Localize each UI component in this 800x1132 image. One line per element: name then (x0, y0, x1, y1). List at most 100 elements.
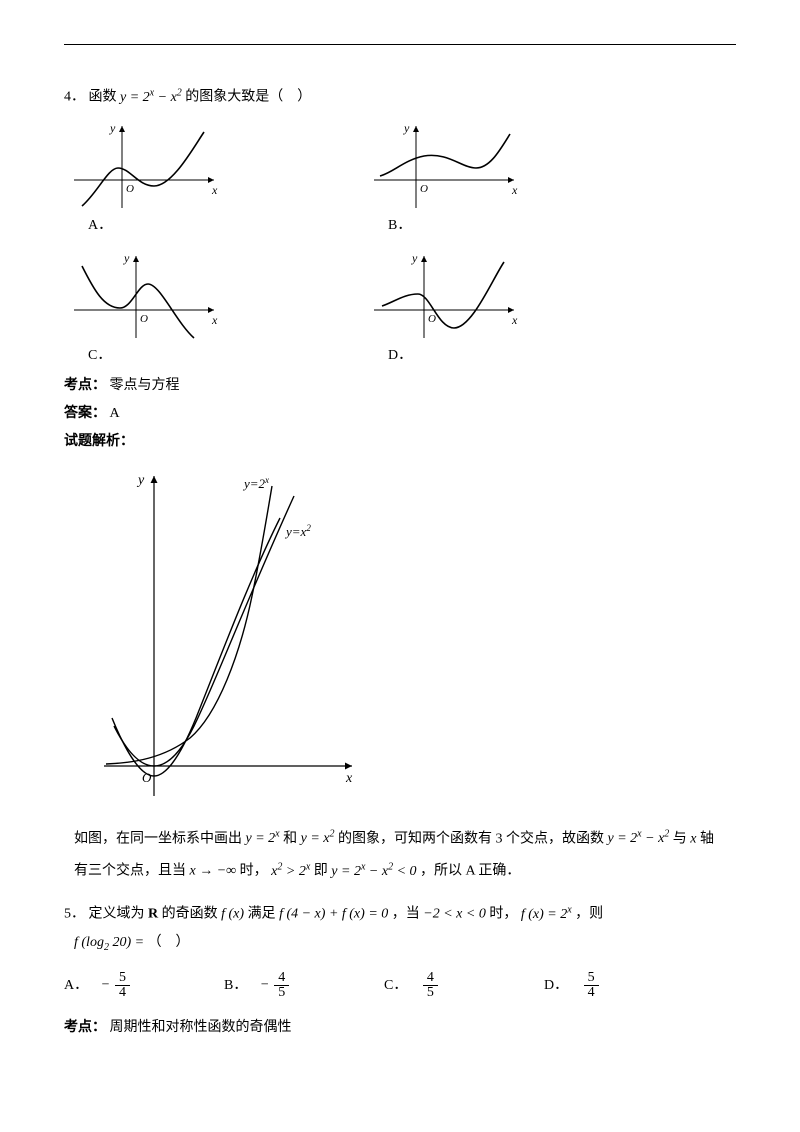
txt: 轴 (700, 831, 714, 846)
f: y = 2x (246, 831, 280, 846)
txt: 有三个交点，且当 (74, 864, 186, 879)
numerator: 4 (274, 971, 289, 985)
q4-analysis-1: 如图，在同一坐标系中画出 y = 2x 和 y = x2 的图象，可知两个函数有… (74, 821, 736, 854)
q5-stem: 5． 定义域为 R 的奇函数 f (x) 满足 f (4 − x) + f (x… (64, 896, 736, 929)
txt: （ ） (148, 935, 190, 950)
denominator: 5 (274, 985, 289, 1000)
q4-topic-label: 考点： (64, 378, 106, 393)
label-parab: y=x2 (284, 523, 311, 539)
svg-text:x: x (211, 313, 218, 327)
big-graph: x y O y=2x y=x2 (94, 466, 736, 811)
numerator: 4 (423, 971, 438, 985)
q4-formula: y = 2x − x2 (120, 90, 182, 105)
top-rule (64, 44, 736, 45)
svg-text:O: O (140, 313, 148, 325)
page: 4． 函数 y = 2x − x2 的图象大致是（ ） x y O A． (0, 0, 800, 1132)
q5-opt-D: D． 5 4 (544, 971, 704, 1000)
txt: ，所以 A 正确． (420, 864, 520, 879)
q4-analysis-label: 试题解析： (64, 428, 736, 456)
svg-text:x: x (211, 183, 218, 197)
f: x2 > 2x (271, 864, 310, 879)
txt: 时， (489, 907, 517, 922)
q4-text-b: 的图象大致是（ ） (185, 90, 311, 105)
f: −2 < x < 0 (423, 907, 486, 922)
f: f (x) = 2x (521, 907, 572, 922)
svg-text:y: y (403, 121, 410, 135)
q5-topic: 考点： 周期性和对称性函数的奇偶性 (64, 1014, 736, 1042)
txt: 的奇函数 (162, 907, 218, 922)
q4-analysis-2: 有三个交点，且当 x → −∞ 时， x2 > 2x 即 y = 2x − x2… (74, 853, 736, 886)
f: f (log2 20) = (74, 935, 148, 950)
set-R: R (148, 907, 158, 922)
svg-text:x: x (511, 183, 518, 197)
txt: ，则 (575, 907, 603, 922)
label-exp: y=2x (242, 475, 269, 491)
q4-topic: 考点： 零点与方程 (64, 372, 736, 400)
label: D． (544, 978, 568, 993)
svg-text:O: O (428, 313, 436, 325)
fraction: 5 4 (115, 971, 130, 1000)
q5-topic-text: 周期性和对称性函数的奇偶性 (110, 1020, 292, 1035)
q5-topic-label: 考点： (64, 1020, 106, 1035)
svg-text:y: y (136, 473, 145, 488)
graph-C: x y O (64, 250, 224, 342)
f: y = 2x − x2 < 0 (331, 864, 416, 879)
label: B． (224, 978, 247, 993)
q4-label-C: C． (88, 344, 364, 364)
graph-B: x y O (364, 120, 524, 212)
numerator: 5 (584, 971, 599, 985)
fraction: 4 5 (274, 971, 289, 1000)
q4-text-a: 函数 (89, 90, 117, 105)
q4-stem: 4． 函数 y = 2x − x2 的图象大致是（ ） (64, 79, 736, 112)
q5-options: A． − 5 4 B． − 4 5 C． 4 5 D． (64, 971, 736, 1000)
f: y = 2x − x2 (608, 831, 670, 846)
txt: 和 (283, 831, 297, 846)
q4-label-B: B． (388, 214, 664, 234)
txt: 定义域为 (89, 907, 145, 922)
txt: 时， (240, 864, 268, 879)
q4-label-A: A． (88, 214, 364, 234)
sign: − (102, 978, 110, 993)
svg-text:x: x (345, 771, 353, 786)
denominator: 5 (423, 985, 438, 1000)
f: f (4 − x) + f (x) = 0 (279, 907, 388, 922)
q4-answer-text: A (110, 406, 120, 421)
graph-D: x y O (364, 250, 524, 342)
txt: ，当 (392, 907, 420, 922)
label: C． (384, 978, 407, 993)
q5-opt-A: A． − 5 4 (64, 971, 224, 1000)
q4-options-row-2: x y O C． x y O D． (64, 250, 736, 372)
graph-A: x y O (64, 120, 224, 212)
sign: − (261, 978, 269, 993)
svg-text:O: O (420, 183, 428, 195)
q4-label-D: D． (388, 344, 664, 364)
txt: 满足 (248, 907, 276, 922)
q4-opt-A: x y O A． (64, 120, 364, 242)
f: f (x) (221, 907, 244, 922)
numerator: 5 (115, 971, 130, 985)
txt: 与 (673, 831, 687, 846)
denominator: 4 (584, 985, 599, 1000)
txt: 如图，在同一坐标系中画出 (74, 831, 242, 846)
denominator: 4 (115, 985, 130, 1000)
q5-number: 5． (64, 907, 85, 922)
q4-options-row-1: x y O A． x y O B． (64, 120, 736, 242)
label: A． (64, 978, 88, 993)
q4-answer: 答案： A (64, 400, 736, 428)
f: x → −∞ (190, 864, 237, 879)
analysis-graph: x y O y=2x y=x2 (94, 466, 364, 806)
q4-number: 4． (64, 90, 85, 105)
q4-opt-C: x y O C． (64, 250, 364, 372)
q4-topic-text: 零点与方程 (110, 378, 180, 393)
f: y = x2 (301, 831, 335, 846)
txt: 的图象，可知两个函数有 3 个交点，故函数 (338, 831, 604, 846)
txt: 即 (314, 864, 328, 879)
q4-answer-label: 答案： (64, 406, 106, 421)
svg-text:y: y (109, 121, 116, 135)
fraction: 5 4 (584, 971, 599, 1000)
svg-text:y: y (123, 251, 130, 265)
q5-opt-C: C． 4 5 (384, 971, 544, 1000)
q5-line2: f (log2 20) = （ ） (74, 929, 736, 962)
q4-opt-B: x y O B． (364, 120, 664, 242)
svg-text:O: O (126, 183, 134, 195)
